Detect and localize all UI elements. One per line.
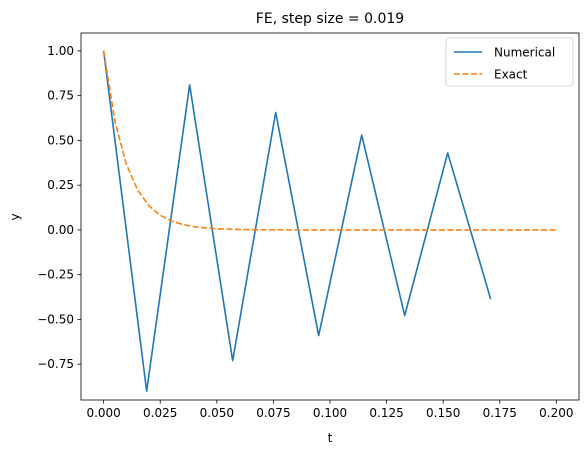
- plot-area: [102, 50, 557, 392]
- x-tick-label: 0.100: [313, 406, 347, 420]
- chart-title: FE, step size = 0.019: [256, 11, 404, 27]
- legend-label: Exact: [494, 68, 528, 82]
- x-tick-label: 0.000: [86, 406, 120, 420]
- legend-box: [445, 37, 574, 87]
- x-tick-label: 0.075: [256, 406, 290, 420]
- x-tick-label: 0.175: [483, 406, 517, 420]
- x-axis-label: t: [328, 431, 333, 445]
- x-tick-label: 0.200: [539, 406, 573, 420]
- axes-frame: [80, 32, 580, 401]
- x-tick-label: 0.025: [143, 406, 177, 420]
- x-tick-label: 0.125: [369, 406, 403, 420]
- y-tick-label: 1.00: [47, 44, 74, 58]
- y-tick-label: −0.50: [37, 312, 74, 326]
- legend: Numerical Exact: [445, 37, 574, 87]
- y-tick-label: 0.00: [47, 223, 74, 237]
- series-line-exact: [102, 50, 557, 231]
- y-tick-label: 0.75: [47, 89, 74, 103]
- x-axis: 0.000 0.025 0.050 0.075 0.100 0.125 0.150 0.175…: [86, 400, 574, 420]
- y-axis: −0.75 −0.50 −0.25 0.00 0.25 0.50 0.75 1.00: [37, 44, 81, 371]
- y-axis-label: y: [8, 213, 22, 220]
- legend-label: Numerical: [494, 46, 555, 60]
- x-tick-label: 0.150: [426, 406, 460, 420]
- series-line-numerical: [102, 50, 492, 392]
- y-tick-label: −0.25: [37, 268, 74, 282]
- y-tick-label: 0.50: [47, 133, 74, 147]
- x-tick-label: 0.050: [200, 406, 234, 420]
- y-tick-label: −0.75: [37, 357, 74, 371]
- y-tick-label: 0.25: [47, 178, 74, 192]
